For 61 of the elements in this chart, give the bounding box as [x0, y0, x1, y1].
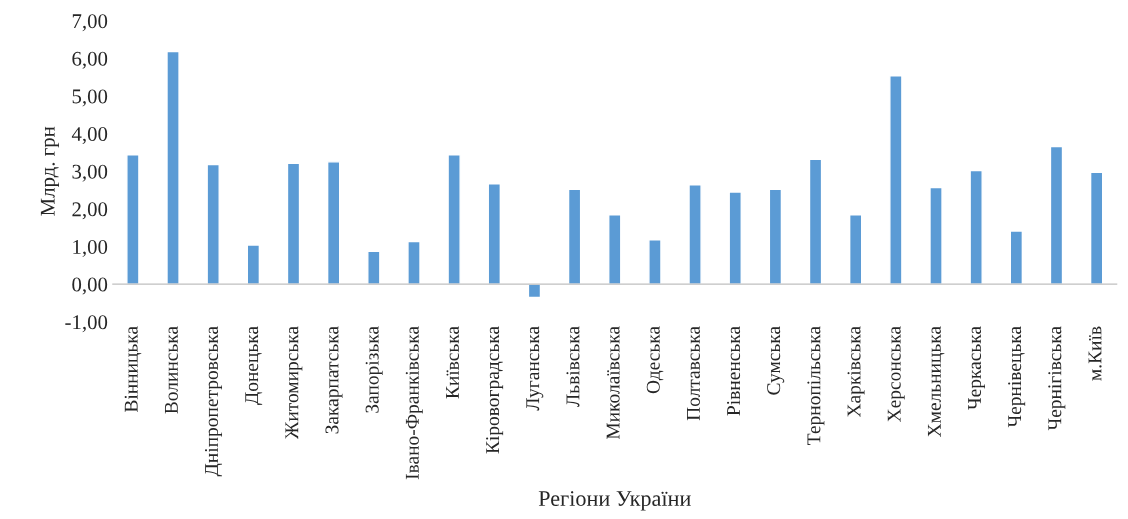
x-tick-label: Рівненська	[727, 326, 741, 416]
bar	[929, 186, 943, 285]
x-tick-label: Запорізька	[365, 326, 383, 413]
x-tick-label: Донецька	[245, 326, 263, 405]
x-tick-label: Чернівецька	[1008, 326, 1026, 428]
bar	[1089, 171, 1104, 285]
bar	[166, 50, 180, 285]
bar	[246, 244, 261, 285]
bar	[367, 250, 381, 285]
bar	[889, 75, 903, 285]
y-tick-label: 5,00	[72, 89, 108, 107]
x-tick-label: Івано-Франківська	[405, 326, 423, 480]
bar	[608, 214, 622, 285]
bar	[126, 154, 140, 285]
y-tick-label: 3,00	[72, 164, 108, 182]
y-tick-label: 0,00	[72, 277, 108, 295]
x-axis-title: Регіони України	[538, 491, 691, 511]
bar	[648, 239, 662, 285]
bar	[567, 188, 582, 285]
bar	[688, 184, 702, 285]
x-tick-label: Тернопільська	[807, 326, 825, 445]
x-tick-label: Чернігівська	[1048, 326, 1066, 431]
bar	[1009, 230, 1024, 285]
bar	[326, 161, 341, 285]
bar	[407, 240, 421, 285]
y-tick-label: 2,00	[72, 202, 108, 220]
x-tick-label: Волинська	[164, 326, 178, 414]
bar	[768, 188, 783, 285]
x-tick-label: Полтавська	[687, 326, 700, 421]
x-tick-label: Херсонська	[887, 326, 905, 422]
bar	[206, 163, 220, 285]
bar	[286, 162, 301, 285]
bar	[848, 214, 863, 285]
bar	[969, 169, 983, 285]
bar	[487, 182, 502, 285]
x-tick-label: Луганська	[526, 326, 544, 411]
x-tick-label: Львівська	[566, 326, 580, 407]
y-tick-label: 6,00	[72, 51, 108, 69]
x-tick-label: Хмельницька	[927, 326, 945, 437]
bar	[527, 283, 542, 299]
bar	[447, 154, 461, 285]
bar	[728, 191, 742, 285]
bar	[1049, 145, 1064, 285]
x-tick-label: Черкаська	[968, 326, 985, 410]
x-tick-label: Миколаївська	[606, 326, 620, 440]
bar	[808, 158, 823, 285]
x-tick-label: Одеська	[646, 326, 664, 394]
x-tick-label: Кіровоградська	[486, 326, 504, 454]
y-tick-label: 7,00	[72, 14, 108, 32]
y-tick-label: 4,00	[71, 127, 108, 145]
x-tick-label: м.Київ	[1088, 326, 1102, 381]
x-tick-label: Дніпропетровська	[204, 326, 223, 477]
x-tick-label: Харківська	[847, 326, 865, 418]
y-tick-label: -1,00	[65, 315, 108, 333]
x-tick-label: Київська	[446, 326, 459, 399]
x-tick-label: Вінницька	[124, 326, 142, 413]
x-tick-label: Закарпатська	[325, 326, 343, 434]
y-axis-title: Млрд. грн	[40, 126, 59, 216]
x-tick-label: Сумська	[767, 326, 785, 395]
x-tick-label: Житомирська	[285, 326, 303, 440]
y-tick-label: 1,00	[73, 239, 108, 257]
